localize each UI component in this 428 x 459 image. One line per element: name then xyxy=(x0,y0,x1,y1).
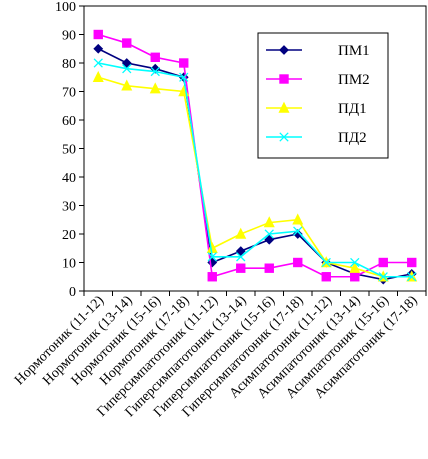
marker-x-stroke xyxy=(122,64,132,74)
marker-x xyxy=(179,72,189,82)
marker-triangle xyxy=(92,70,104,82)
marker-x xyxy=(236,252,246,262)
y-tick-label: 60 xyxy=(62,114,76,129)
marker-triangle xyxy=(149,82,161,94)
marker-square xyxy=(321,272,331,282)
marker-x-stroke xyxy=(93,58,103,68)
y-axis: 0 10 20 30 40 50 60 70 80 90 100 xyxy=(55,0,85,300)
marker-triangle xyxy=(235,227,247,239)
marker-square xyxy=(279,74,289,84)
marker-x-stroke xyxy=(236,252,246,262)
series-line xyxy=(98,33,412,278)
series-line xyxy=(98,62,412,278)
y-tick-label: 10 xyxy=(62,257,76,272)
y-tick-label: 0 xyxy=(69,285,76,300)
marker-x-stroke xyxy=(264,229,274,239)
series-3 xyxy=(92,70,418,282)
series-2 xyxy=(93,29,417,282)
marker-triangle xyxy=(263,216,275,228)
marker-x xyxy=(150,66,160,77)
marker-x xyxy=(407,272,417,282)
marker-square xyxy=(207,272,217,282)
marker-x xyxy=(378,272,388,282)
series-4 xyxy=(93,58,417,282)
legend-label: ПМ2 xyxy=(338,72,370,88)
y-tick-label: 80 xyxy=(62,57,76,72)
marker-x-stroke xyxy=(321,257,331,268)
marker-x-stroke xyxy=(293,226,303,236)
legend-label: ПД1 xyxy=(338,101,367,117)
marker-x xyxy=(279,132,289,142)
marker-square xyxy=(407,257,417,268)
marker-triangle xyxy=(292,213,304,225)
series-layer xyxy=(92,29,418,285)
legend-item: ПД2 xyxy=(266,130,367,146)
marker-x xyxy=(207,252,217,262)
y-tick-label: 20 xyxy=(62,228,76,243)
marker-x-stroke xyxy=(279,132,289,142)
marker-triangle xyxy=(278,101,290,113)
legend-label: ПМ1 xyxy=(338,43,370,59)
marker-x-stroke xyxy=(150,66,160,77)
marker-square xyxy=(93,29,103,40)
y-tick-label: 70 xyxy=(62,86,76,101)
marker-square xyxy=(264,263,274,273)
marker-diamond xyxy=(121,58,132,68)
legend-item: ПМ1 xyxy=(266,43,370,59)
series-line xyxy=(98,76,412,278)
marker-triangle xyxy=(121,79,133,91)
marker-x xyxy=(93,58,103,68)
marker-square xyxy=(150,52,160,62)
marker-square xyxy=(122,38,132,48)
y-tick-label: 40 xyxy=(62,171,76,186)
marker-x-stroke xyxy=(350,257,360,268)
y-tick-label: 100 xyxy=(55,0,76,15)
legend-label: ПД2 xyxy=(338,130,367,146)
y-tick-label: 50 xyxy=(62,143,76,158)
marker-diamond xyxy=(279,45,289,55)
marker-x-stroke xyxy=(207,252,217,262)
y-tick-label: 90 xyxy=(62,29,76,44)
marker-diamond xyxy=(292,229,303,239)
x-axis: Нормотоник (11-12)Нормотоник (13-14)Норм… xyxy=(12,290,427,420)
marker-square xyxy=(293,257,303,268)
marker-x-stroke xyxy=(407,272,417,282)
marker-square xyxy=(350,272,360,282)
marker-x xyxy=(350,257,360,268)
marker-square xyxy=(179,58,189,68)
marker-triangle xyxy=(349,261,361,273)
marker-x xyxy=(321,257,331,268)
marker-x xyxy=(264,229,274,239)
marker-x xyxy=(122,64,132,74)
marker-diamond xyxy=(150,63,161,74)
marker-diamond xyxy=(264,234,275,245)
y-tick-label: 30 xyxy=(62,200,76,215)
marker-x xyxy=(293,226,303,236)
marker-diamond xyxy=(235,246,246,257)
marker-x-stroke xyxy=(179,72,189,82)
marker-square xyxy=(236,263,246,273)
marker-diamond xyxy=(93,43,104,54)
legend-item: ПД1 xyxy=(266,101,367,117)
legend-item: ПМ2 xyxy=(266,72,370,88)
marker-square xyxy=(378,257,388,268)
legend: ПМ1 ПМ2 ПД1 ПД2 xyxy=(257,32,389,159)
marker-x-stroke xyxy=(378,272,388,282)
